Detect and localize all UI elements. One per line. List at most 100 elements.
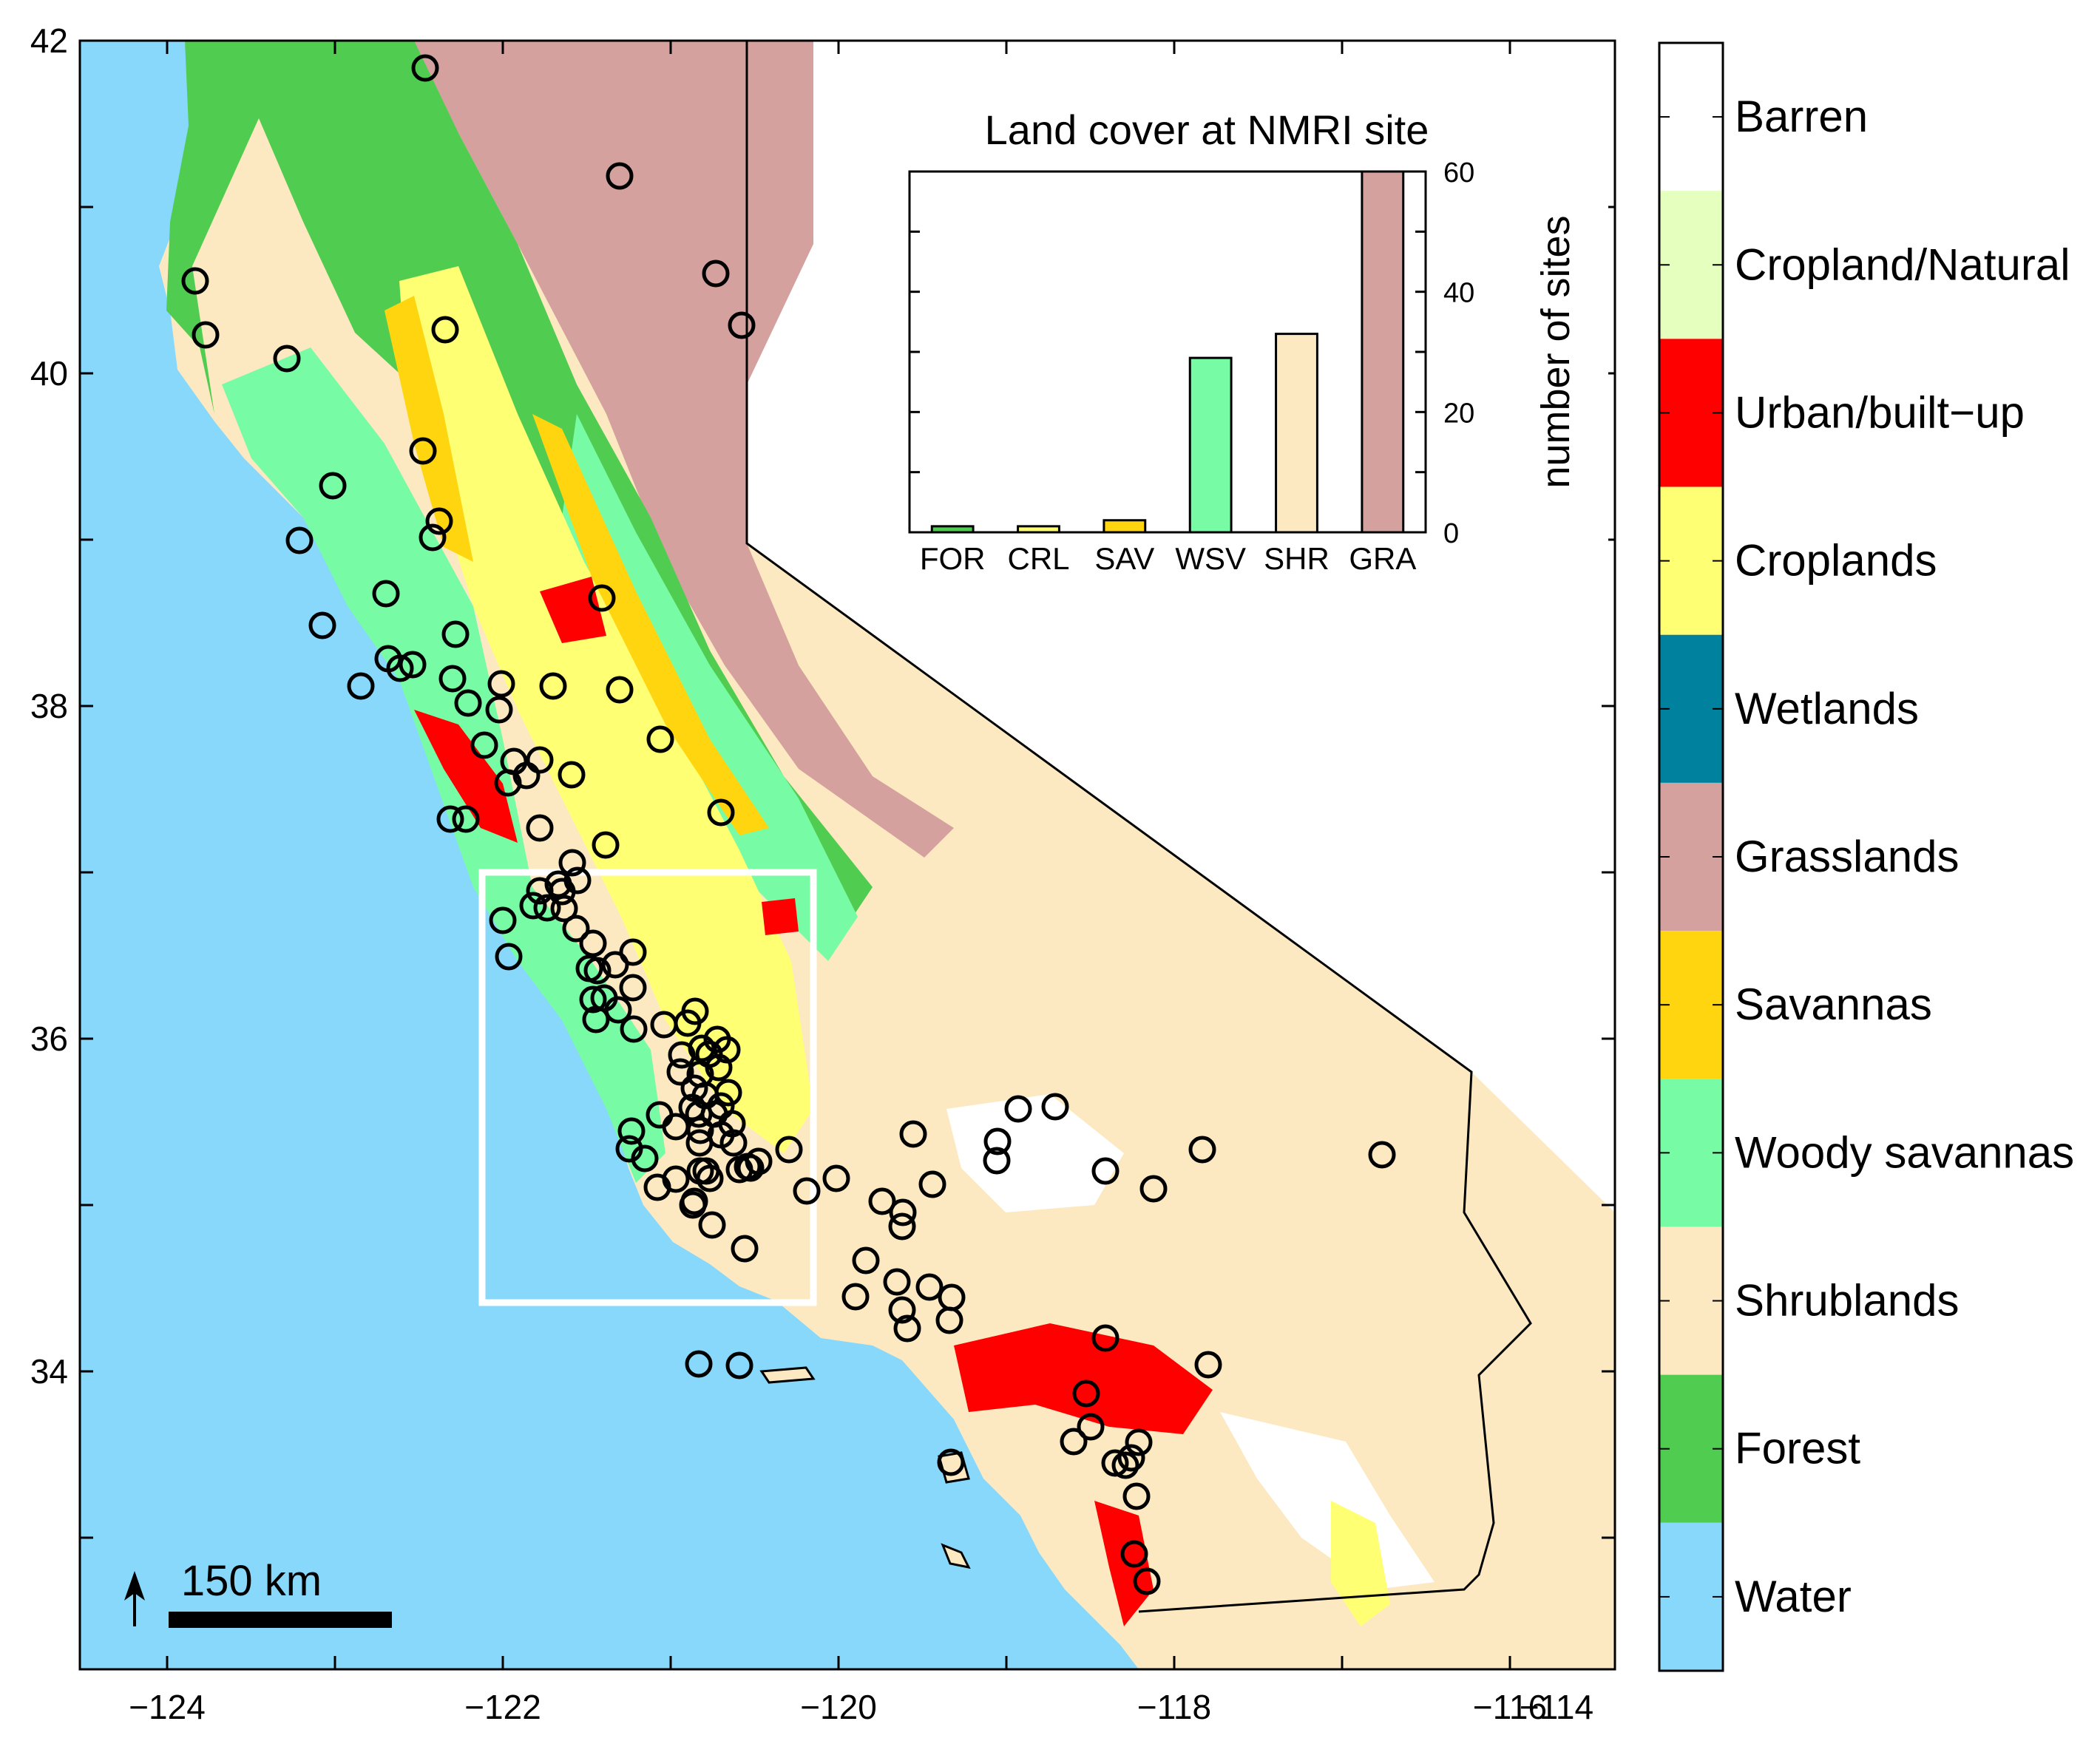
x-tick-label: −116 <box>1473 1688 1547 1726</box>
site-marker <box>1125 1428 1153 1456</box>
legend-swatch <box>1659 782 1723 931</box>
site-marker <box>899 1120 927 1148</box>
study-region-box <box>478 869 817 1306</box>
site-marker <box>526 814 554 842</box>
site-marker <box>495 943 523 971</box>
site-marker <box>1111 1451 1139 1479</box>
site-marker <box>606 162 634 190</box>
site-marker <box>775 1136 803 1164</box>
site-marker <box>526 746 554 774</box>
legend-swatch <box>1659 634 1723 783</box>
site-marker <box>1091 1157 1120 1185</box>
legend-swatch <box>1659 191 1723 339</box>
land-savannas-west <box>385 296 473 562</box>
legend-label: Shrublands <box>1735 1276 1960 1326</box>
legend-swatch <box>1659 43 1723 191</box>
site-marker <box>937 1448 965 1476</box>
site-marker <box>487 670 515 698</box>
legend-label: Wetlands <box>1735 684 1919 733</box>
inset-bar-shr <box>1275 333 1318 534</box>
site-marker <box>736 1154 765 1182</box>
site-marker <box>419 523 447 552</box>
site-marker <box>1188 1136 1216 1164</box>
land-barren-desert-2 <box>946 1094 1124 1212</box>
legend-swatch <box>1659 931 1723 1079</box>
x-axis <box>166 41 1511 1669</box>
scale-bar <box>169 1612 392 1628</box>
land-woody-savannas-sierra <box>562 414 858 961</box>
legend-swatch <box>1659 339 1723 487</box>
inset-category-label: SHR <box>1264 541 1330 576</box>
site-marker <box>1091 1324 1120 1352</box>
site-marker <box>705 1053 733 1082</box>
land-urban-san-diego <box>1094 1501 1154 1626</box>
site-marker <box>1117 1444 1145 1472</box>
site-marker <box>619 974 647 1002</box>
site-marker <box>1139 1175 1168 1203</box>
legend-label: Urban/built−up <box>1735 387 2025 437</box>
site-marker <box>604 996 632 1024</box>
site-marker <box>668 1041 696 1069</box>
site-marker <box>308 611 336 639</box>
site-marker <box>707 798 735 827</box>
site-marker <box>181 267 209 295</box>
site-marker <box>841 1283 870 1311</box>
site-marker <box>728 311 756 339</box>
site-marker <box>918 1170 946 1198</box>
site-marker <box>485 696 513 724</box>
site-marker <box>983 1127 1012 1155</box>
legend-swatch <box>1659 1226 1723 1375</box>
site-markers <box>181 54 1396 1595</box>
site-marker <box>935 1306 963 1334</box>
site-marker <box>319 472 347 500</box>
site-marker <box>438 665 467 693</box>
site-marker <box>725 1351 753 1379</box>
inset-bar-for <box>930 525 975 534</box>
land-urban-bay-area <box>414 710 518 843</box>
x-tick-label: −124 <box>129 1688 206 1726</box>
site-marker <box>1060 1428 1088 1456</box>
site-marker <box>883 1268 911 1296</box>
inset-bar-wsv <box>1188 356 1233 534</box>
site-marker <box>685 1350 713 1378</box>
legend-label: Cropland/Natural <box>1735 240 2070 289</box>
site-marker <box>702 259 730 288</box>
site-marker <box>888 1212 916 1241</box>
site-marker <box>285 526 314 554</box>
site-marker <box>1368 1141 1396 1169</box>
scale-bar-label: 150 km <box>181 1557 322 1605</box>
site-marker <box>409 437 437 465</box>
site-marker <box>662 1165 690 1193</box>
land-barren-desert-1 <box>1220 1412 1435 1589</box>
site-marker <box>617 1117 646 1145</box>
site-marker <box>889 1198 917 1226</box>
x-tick-label: −118 <box>1137 1688 1211 1726</box>
x-tick-label: −122 <box>464 1688 541 1726</box>
site-marker <box>583 957 612 985</box>
site-marker <box>679 1191 707 1219</box>
site-marker <box>539 672 567 700</box>
site-marker <box>868 1187 896 1215</box>
site-marker <box>692 1157 720 1185</box>
site-marker <box>512 761 541 790</box>
site-marker <box>983 1147 1011 1175</box>
y-tick-label: 40 <box>30 354 68 393</box>
map-frame <box>78 39 1616 1671</box>
island-channel-1 <box>759 1366 816 1384</box>
inset-y-tick-label: 40 <box>1443 278 1474 309</box>
site-marker <box>719 1129 748 1157</box>
land-grasslands-ne <box>399 41 954 858</box>
site-marker <box>494 769 522 797</box>
land-croplands-valley <box>399 266 813 1153</box>
site-marker <box>1077 1413 1105 1441</box>
site-marker <box>1194 1351 1222 1379</box>
inset-y-axis-label: number of sites <box>1534 215 1578 488</box>
legend-labels: Barren Cropland/Natural Urban/built−up Crop… <box>1735 92 2074 1621</box>
north-arrow-icon <box>124 1571 145 1626</box>
legend-swatches <box>1659 43 1723 1671</box>
inset-bar-crl <box>1017 525 1060 534</box>
site-marker <box>601 951 629 979</box>
inset-category-label: SAV <box>1094 541 1154 576</box>
site-marker <box>650 1011 678 1039</box>
